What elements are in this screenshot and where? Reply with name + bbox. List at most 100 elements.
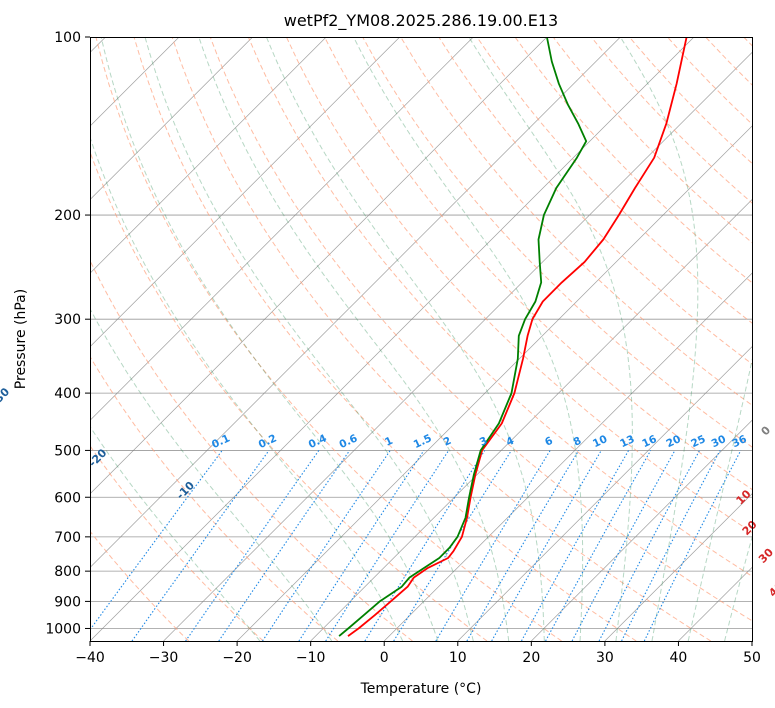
moist-adiabat-line [265,37,545,641]
x-tick-label: −10 [296,650,326,666]
mixing-ratio-line [218,450,351,641]
mixing-ratio-label: 6 [543,435,555,449]
y-tick-label: 500 [54,443,81,459]
y-tick-label: 800 [54,564,81,580]
dry-adiabat-line [514,37,752,284]
moist-adiabat-line [687,358,752,641]
y-axis-label: Pressure (hPa) [13,289,29,389]
moist-adiabat-line [90,135,404,641]
isotherm-line [236,125,752,641]
mixing-ratio-line [185,450,320,641]
dry-adiabat-line [133,37,637,641]
mixing-ratio-line [643,450,742,641]
dry-adiabat-line [324,37,752,490]
mixing-ratio-line [90,450,223,631]
mixing-ratio-label: 1 [383,435,395,449]
mixing-ratio-line [131,450,270,641]
isotherm-line [604,493,752,641]
plot-frame [90,37,753,642]
moist-adiabat-label: 30 [756,546,775,566]
mixing-ratio-label: 3 [478,435,490,449]
mixing-ratio-label: 16 [640,433,658,450]
isotherm-line [90,37,695,641]
profile-series [338,37,688,637]
dry-adiabat-label: -20 [86,446,109,469]
mixing-ratio-line [545,450,652,641]
dry-adiabat-label: -10 [174,479,197,502]
dry-adiabat-line [171,37,712,641]
moist-adiabat-line [724,535,752,641]
isotherm-line [90,37,401,348]
x-tick-label: 40 [670,650,688,666]
y-tick-label: 600 [54,490,81,506]
moist-adiabat-line [90,307,333,641]
x-tick-label: 20 [522,650,540,666]
mixing-ratio-line [325,450,450,641]
mixing-ratio-line [435,450,551,641]
dry-adiabat-line [90,355,339,641]
dewpoint-line [338,37,588,637]
dry-adiabat-line [247,37,752,577]
mixing-ratio-label: 8 [572,435,584,449]
isotherm-line [90,37,474,421]
chart-title: wetPf2_YM08.2025.286.19.00.E13 [284,11,558,31]
mixing-ratio-label: 25 [689,433,707,450]
moist-adiabat-label: 40 [766,579,775,599]
moist-adiabat-line [619,37,699,641]
moist-adiabat-line [90,425,261,641]
y-tick-label: 900 [54,594,81,610]
y-tick-label: 700 [54,530,81,546]
mixing-ratio-line [598,450,701,641]
mixing-ratio-label: 2 [442,435,454,449]
mixing-ratio-label: 36 [730,433,748,450]
dry-adiabat-line [90,530,190,641]
moist-adiabat-label: 20 [740,518,760,538]
dry-adiabat-line [90,259,413,641]
dry-adiabat-line [667,37,752,125]
dry-adiabat-line [590,37,752,204]
mixing-ratio-line [393,450,512,641]
mixing-ratio-label: 13 [618,433,636,450]
line-labels: -100-90-80-70-60-50-40-30-20-100.10.20.4… [0,385,775,600]
mixing-ratio-line [298,450,425,641]
dry-adiabat-line [285,37,752,534]
mixing-ratio-label: 10 [591,433,609,450]
moist-adiabat-line [144,37,474,641]
mixing-ratio-label: 20 [665,433,683,450]
x-tick-label: 0 [380,650,389,666]
moist-adiabat-label: 0 [759,423,774,438]
isotherm-line [531,419,752,641]
y-tick-label: 400 [54,386,81,402]
dry-adiabat-line [209,37,752,622]
moist-adiabat-line [353,37,584,641]
mixing-ratio-label: 0.1 [210,432,232,451]
isotherm-line [90,37,621,568]
mixing-ratio-label: 30 [710,433,728,450]
dry-adiabat-label: -30 [0,385,12,408]
isotherm-line [457,346,752,641]
isotherm-line [383,272,752,641]
moist-adiabat-line [198,37,510,641]
y-tick-label: 300 [54,312,81,328]
dry-adiabat-line [400,37,752,406]
x-tick-label: −30 [149,650,179,666]
mixing-ratio-line [621,450,721,641]
isotherm-line [678,566,752,641]
mixing-ratio-line [364,450,486,641]
dry-adiabat-line [476,37,752,324]
x-tick-label: −20 [222,650,252,666]
x-tick-label: 10 [449,650,467,666]
mixing-ratio-label: 4 [504,435,516,449]
moist-adiabat-line [100,37,439,641]
isotherm-line [90,37,253,201]
y-tick-label: 200 [54,208,81,224]
axes: −40 −30 −20 −10 0 10 20 30 40 5010020030040050060… [45,30,761,666]
x-axis-label: Temperature (°C) [360,681,482,697]
mixing-ratio-line [571,450,676,641]
moist-adiabat-label: 10 [734,487,754,507]
temperature-line [347,37,688,637]
x-tick-label: 50 [743,650,761,666]
mixing-ratio-line [262,450,391,641]
moist-adiabat-line [468,37,633,641]
